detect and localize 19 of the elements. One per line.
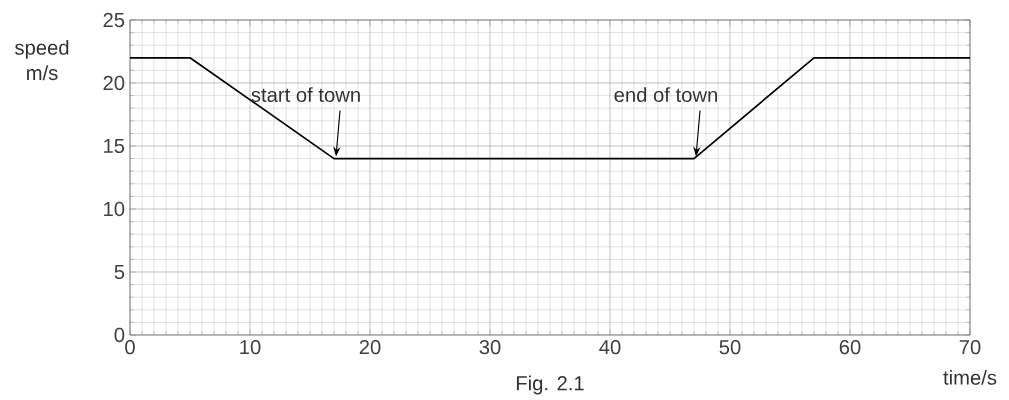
x-tick-label: 60: [839, 339, 861, 355]
y-tick-label: 20: [103, 75, 125, 91]
x-tick-label: 30: [479, 339, 501, 355]
x-tick-label: 0: [125, 339, 135, 355]
x-axis-title: time/s: [943, 369, 997, 385]
annotation: end of town: [614, 87, 717, 103]
y-axis-title: speed m/s: [15, 39, 69, 81]
x-tick-label: 70: [959, 339, 981, 355]
annotation: start of town: [251, 87, 360, 103]
x-tick-label: 40: [599, 339, 621, 355]
y-tick-label: 15: [104, 138, 125, 154]
caption: Fig. 2.1: [516, 375, 584, 395]
y-tick-label: 25: [103, 12, 125, 28]
y-tick-label: 5: [114, 264, 125, 280]
x-tick-label: 20: [359, 339, 381, 355]
y-tick-label: 10: [104, 201, 125, 217]
y-tick-label: 0: [114, 327, 125, 343]
x-tick-label: 10: [240, 339, 261, 355]
x-tick-label: 50: [719, 339, 741, 355]
